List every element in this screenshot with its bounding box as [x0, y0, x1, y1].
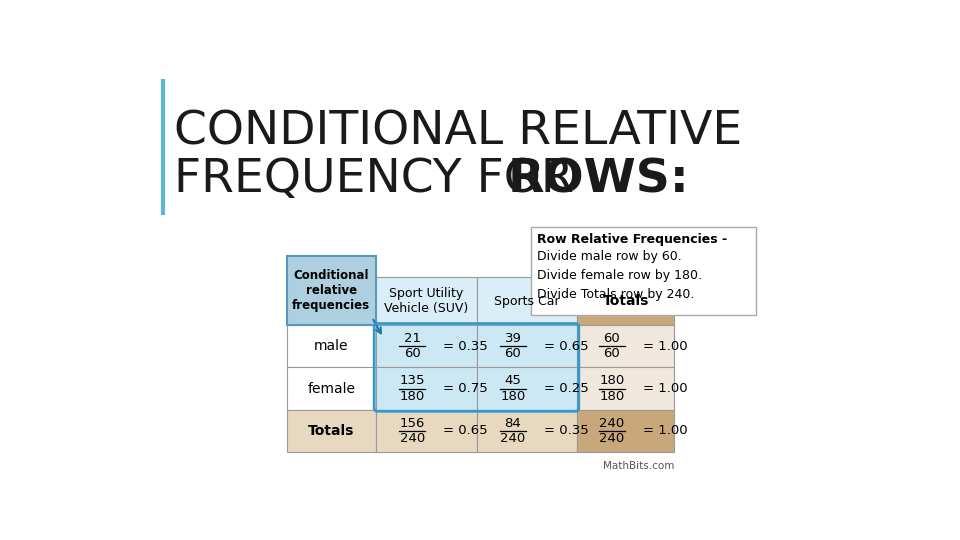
Bar [531, 226, 756, 315]
Text: 21: 21 [403, 332, 420, 345]
Text: Divide male row by 60.: Divide male row by 60. [537, 249, 682, 262]
Text: ROWS:: ROWS: [508, 157, 689, 202]
Text: 240: 240 [599, 417, 624, 430]
Text: = 1.00: = 1.00 [643, 340, 687, 353]
Bar [476, 325, 577, 367]
Bar [476, 367, 577, 410]
Text: FREQUENCY FOR: FREQUENCY FOR [175, 157, 589, 202]
Bar [375, 325, 476, 367]
Text: 240: 240 [500, 432, 525, 445]
Text: 60: 60 [604, 332, 620, 345]
Text: MathBits.com: MathBits.com [603, 461, 674, 471]
Text: Totals: Totals [603, 294, 649, 308]
Text: = 0.65: = 0.65 [444, 424, 488, 437]
Bar [287, 367, 375, 410]
Text: = 0.75: = 0.75 [444, 382, 488, 395]
Text: = 0.65: = 0.65 [544, 340, 588, 353]
Text: Sports Car: Sports Car [494, 295, 560, 308]
Bar [375, 410, 476, 452]
Text: female: female [307, 382, 355, 396]
Text: Sport Utility
Vehicle (SUV): Sport Utility Vehicle (SUV) [384, 287, 468, 315]
Text: 180: 180 [500, 390, 525, 403]
Text: = 0.35: = 0.35 [544, 424, 588, 437]
Text: 156: 156 [399, 417, 425, 430]
Text: Divide Totals row by 240.: Divide Totals row by 240. [537, 288, 694, 301]
Text: Row Relative Frequencies -: Row Relative Frequencies - [537, 233, 727, 246]
Text: = 1.00: = 1.00 [643, 424, 687, 437]
Text: male: male [314, 339, 348, 353]
Text: 60: 60 [404, 347, 420, 360]
Text: 240: 240 [599, 432, 624, 445]
Bar [287, 410, 375, 452]
Bar [577, 325, 674, 367]
Text: = 1.00: = 1.00 [643, 382, 687, 395]
Text: 180: 180 [599, 374, 624, 387]
Bar [476, 278, 577, 325]
Bar [287, 256, 375, 325]
Text: CONDITIONAL RELATIVE: CONDITIONAL RELATIVE [175, 110, 742, 154]
Text: 180: 180 [399, 390, 424, 403]
Text: 84: 84 [505, 417, 521, 430]
Text: Totals: Totals [308, 424, 354, 438]
Text: Conditional
relative
frequencies: Conditional relative frequencies [292, 269, 371, 312]
Text: 60: 60 [604, 347, 620, 360]
Text: Divide female row by 180.: Divide female row by 180. [537, 269, 702, 282]
Bar [577, 278, 674, 325]
Bar [577, 367, 674, 410]
Text: 60: 60 [505, 347, 521, 360]
Text: 240: 240 [399, 432, 424, 445]
Bar [476, 410, 577, 452]
Bar [577, 410, 674, 452]
Bar [375, 367, 476, 410]
Text: = 0.25: = 0.25 [544, 382, 588, 395]
Bar [287, 325, 375, 367]
Text: 135: 135 [399, 374, 425, 387]
Text: 180: 180 [599, 390, 624, 403]
Bar [375, 278, 476, 325]
Text: 39: 39 [505, 332, 521, 345]
Text: = 0.35: = 0.35 [444, 340, 488, 353]
Text: 45: 45 [505, 374, 521, 387]
